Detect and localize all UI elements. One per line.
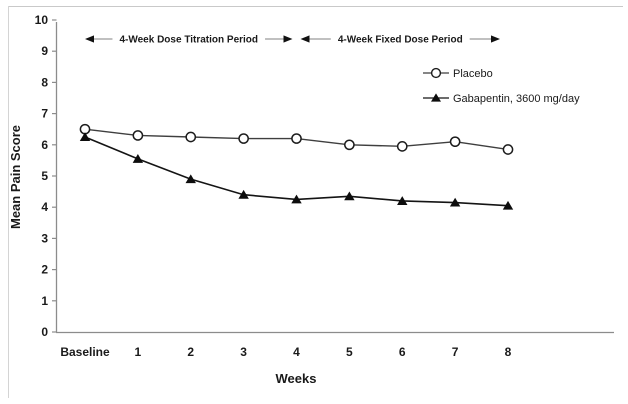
placebo-marker-icon — [396, 141, 408, 152]
annotation-label: 4-Week Dose Titration Period — [119, 35, 258, 46]
annotation-label: 4-Week Fixed Dose Period — [338, 35, 463, 46]
legend-gabapentin-marker-icon — [431, 93, 441, 102]
x-tick-label: 5 — [346, 345, 353, 359]
gabapentin-marker-icon — [397, 196, 408, 205]
x-tick-label: 1 — [135, 345, 142, 359]
placebo-marker-icon — [291, 133, 302, 144]
y-tick-label: 2 — [41, 263, 48, 277]
frame-border-top — [8, 6, 623, 7]
placebo-marker-icon — [185, 131, 197, 143]
series-layer — [79, 123, 514, 210]
y-tick-label: 9 — [41, 44, 48, 58]
gabapentin-marker-icon — [185, 174, 196, 184]
y-tick-label: 5 — [41, 169, 48, 183]
gabapentin-marker-icon — [344, 191, 355, 201]
x-tick-label: 2 — [187, 345, 194, 359]
arrowhead-left-icon — [300, 35, 310, 43]
y-tick-label: 3 — [41, 231, 48, 245]
arrowhead-right-icon — [491, 35, 500, 43]
placebo-marker-icon — [238, 133, 249, 144]
y-tick-label: 4 — [41, 200, 48, 214]
x-tick-label: 3 — [240, 345, 247, 359]
y-tick-label: 6 — [41, 138, 48, 152]
y-tick-label: 8 — [41, 75, 48, 89]
gabapentin-marker-icon — [291, 194, 302, 204]
x-axis-title: Weeks — [276, 371, 317, 386]
placebo-marker-icon — [502, 144, 514, 155]
x-tick-label: 6 — [399, 345, 406, 359]
x-tick-label: 4 — [293, 345, 300, 359]
y-tick-label: 1 — [41, 294, 48, 308]
placebo-marker-icon — [344, 139, 355, 151]
x-tick-label: 7 — [452, 345, 459, 359]
gabapentin-marker-icon — [132, 154, 144, 163]
legend-placebo-marker-icon — [430, 67, 442, 79]
legend-label: Placebo — [453, 68, 493, 80]
y-tick-label: 0 — [41, 325, 48, 339]
gabapentin-marker-icon — [79, 132, 91, 141]
y-tick-label: 10 — [35, 13, 49, 27]
y-tick-label: 7 — [41, 107, 48, 121]
x-tick-label: Baseline — [60, 345, 110, 359]
axes-layer: 0 1 2 3 4 5 6 7 8 9 10 Baseline 1 2 3 4 5 6 7 8 — [35, 13, 614, 359]
x-tick-label: 8 — [505, 345, 512, 359]
legend-label: Gabapentin, 3600 mg/day — [453, 93, 580, 105]
placebo-marker-icon — [132, 130, 144, 141]
arrowhead-right-icon — [283, 35, 293, 43]
legend-layer: Placebo Gabapentin, 3600 mg/day — [423, 67, 580, 105]
gabapentin-marker-icon — [238, 189, 249, 199]
gabapentin-marker-icon — [449, 197, 461, 207]
y-axis-title: Mean Pain Score — [8, 125, 23, 229]
placebo-marker-icon — [449, 136, 461, 148]
gabapentin-marker-icon — [502, 200, 514, 210]
arrowhead-left-icon — [85, 35, 94, 43]
annotations-layer: 4-Week Dose Titration Period 4-Week Fixed… — [85, 35, 500, 46]
frame-border-left — [8, 6, 9, 398]
